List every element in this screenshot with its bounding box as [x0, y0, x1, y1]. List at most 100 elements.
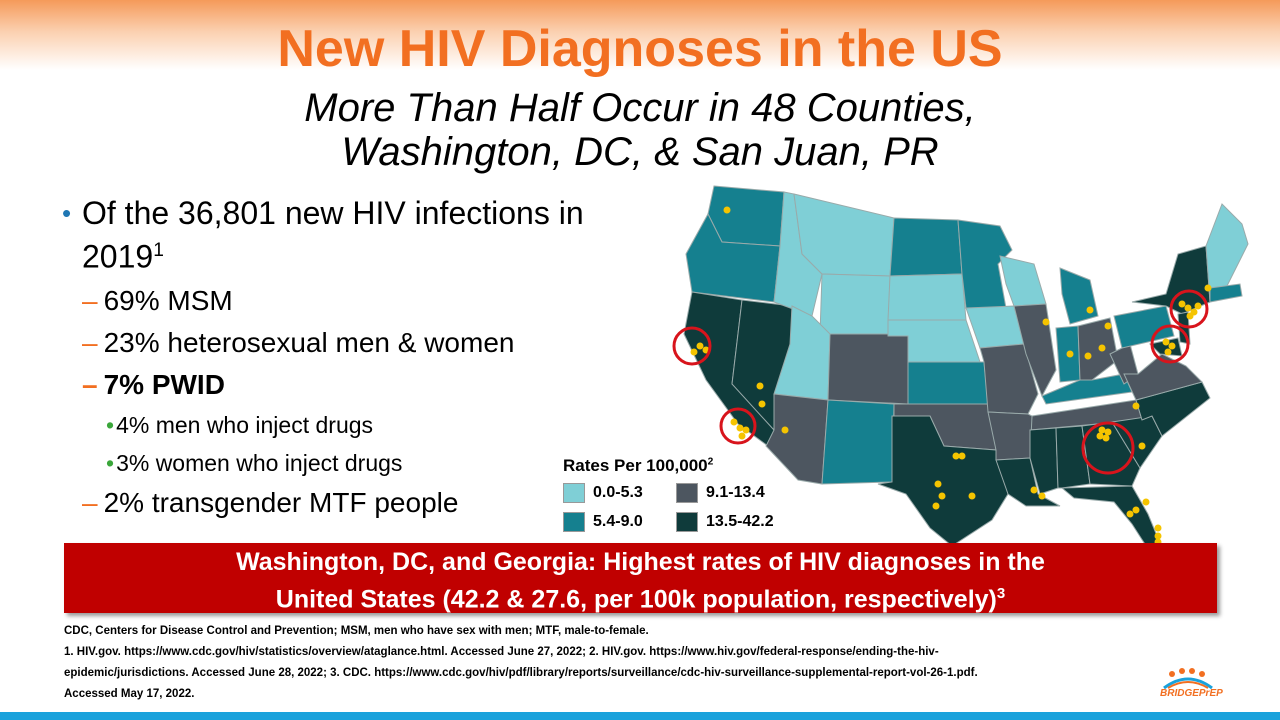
region-north-dakota — [889, 217, 963, 277]
footnote-ref-line-2: epidemic/jurisdictions. Accessed June 28… — [64, 667, 978, 679]
marker — [1096, 432, 1104, 440]
subtitle-line-2: Washington, DC, & San Juan, PR — [341, 130, 939, 174]
marker — [742, 426, 750, 434]
region-mississippi — [1029, 427, 1059, 495]
marker — [1030, 486, 1038, 494]
marker — [1186, 312, 1194, 320]
marker — [1038, 492, 1046, 500]
bullet-main: • Of the 36,801 new HIV infections in 20… — [62, 194, 622, 276]
marker — [1098, 344, 1106, 352]
region-virginia — [1123, 353, 1203, 401]
bullet-list: • Of the 36,801 new HIV infections in 20… — [62, 194, 622, 524]
legend-label: 9.1-13.4 — [706, 484, 765, 501]
marker — [1104, 428, 1112, 436]
bullet-dot-icon: • — [62, 198, 72, 228]
region-massachusetts — [1209, 283, 1243, 303]
marker — [934, 480, 942, 488]
marker — [1154, 532, 1162, 540]
bullet-dot-icon: • — [106, 411, 115, 438]
marker — [1126, 510, 1134, 518]
marker — [1178, 300, 1186, 308]
county-markers — [690, 206, 1212, 546]
legend-item-3: 13.5-42.2 — [676, 512, 774, 532]
footnote-ref-line-1: 1. HIV.gov. https://www.cdc.gov/hiv/stat… — [64, 646, 939, 658]
bullet-main-ref: 1 — [153, 240, 164, 261]
bullet-men-inject-text: 4% men who inject drugs — [116, 411, 374, 438]
banner-ref: 3 — [996, 585, 1006, 602]
marker — [756, 382, 764, 390]
marker — [781, 426, 789, 434]
marker — [952, 452, 960, 460]
marker — [758, 400, 766, 408]
highlight-banner: Washington, DC, and Georgia: Highest rat… — [64, 543, 1217, 613]
bullet-hetero: –23% heterosexual men & women — [62, 322, 622, 364]
marker — [1086, 306, 1094, 314]
marker — [1164, 348, 1172, 356]
dash-icon: – — [82, 486, 98, 518]
region-michigan — [1059, 267, 1099, 325]
bullet-men-inject: •4% men who inject drugs — [62, 406, 622, 444]
region-south-dakota — [887, 273, 967, 321]
bullet-main-text: Of the 36,801 new HIV infections in 2019 — [82, 195, 584, 275]
marker — [1184, 304, 1192, 312]
marker — [1204, 284, 1212, 292]
region-wisconsin — [999, 255, 1047, 307]
marker — [1104, 322, 1112, 330]
legend-title-ref: 2 — [707, 456, 714, 468]
banner-line-1: Washington, DC, and Georgia: Highest rat… — [236, 548, 1045, 576]
highlight-circle-atlanta — [1081, 421, 1135, 475]
marker — [1162, 338, 1170, 346]
bullet-dot-icon: • — [106, 449, 115, 476]
bullet-msm-text: 69% MSM — [103, 284, 233, 316]
marker — [730, 418, 738, 426]
slide-title: New HIV Diagnoses in the US — [277, 20, 1003, 78]
marker — [736, 424, 744, 432]
region-pennsylvania — [1113, 305, 1175, 349]
banner-line-2-text: United States (42.2 & 27.6, per 100k pop… — [275, 585, 997, 614]
legend-title: Rates Per 100,0002 — [563, 456, 713, 476]
marker — [1194, 302, 1202, 310]
highlight-circle-la — [719, 407, 757, 445]
region-ohio — [1077, 317, 1119, 381]
marker — [1132, 402, 1140, 410]
bullet-pwid: –7% PWID — [62, 364, 622, 406]
marker — [1066, 350, 1074, 358]
bullet-women-inject-text: 3% women who inject drugs — [116, 449, 403, 476]
marker — [696, 342, 704, 350]
bridgeprep-logo-icon — [1163, 668, 1213, 690]
marker — [968, 492, 976, 500]
highlight-circle-sf — [672, 326, 712, 366]
legend-item-1: 9.1-13.4 — [676, 483, 765, 503]
marker — [1102, 434, 1110, 442]
marker — [938, 492, 946, 500]
legend-swatch — [676, 512, 698, 532]
dash-icon: – — [82, 284, 98, 316]
legend-swatch — [676, 483, 698, 503]
marker — [1042, 318, 1050, 326]
legend-item-2: 5.4-9.0 — [563, 512, 643, 532]
marker — [738, 432, 746, 440]
footer-bar — [0, 712, 1280, 720]
bullet-transgender-text: 2% transgender MTF people — [103, 486, 459, 518]
logo-text: BRIDGEPrEP — [1160, 688, 1223, 699]
marker — [1154, 524, 1162, 532]
banner-line-2: United States (42.2 & 27.6, per 100k pop… — [64, 578, 1217, 615]
region-arizona — [765, 393, 829, 485]
region-wyoming — [819, 273, 891, 337]
dash-icon: – — [82, 326, 98, 358]
bullet-transgender: –2% transgender MTF people — [62, 482, 622, 524]
marker — [1098, 426, 1106, 434]
dash-icon: – — [82, 368, 98, 400]
highlight-circles — [672, 289, 1209, 475]
region-kansas — [907, 361, 989, 405]
bullet-pwid-text: 7% PWID — [103, 368, 225, 400]
bullet-women-inject: •3% women who inject drugs — [62, 444, 622, 482]
region-texas — [877, 415, 1009, 547]
marker — [958, 452, 966, 460]
region-illinois — [1013, 303, 1057, 398]
subtitle-line-1: More Than Half Occur in 48 Counties, — [304, 86, 976, 130]
region-colorado — [827, 333, 909, 405]
marker — [932, 502, 940, 510]
footnote-ref-line-3: Accessed May 17, 2022. — [64, 688, 195, 700]
legend-label: 13.5-42.2 — [706, 513, 774, 530]
